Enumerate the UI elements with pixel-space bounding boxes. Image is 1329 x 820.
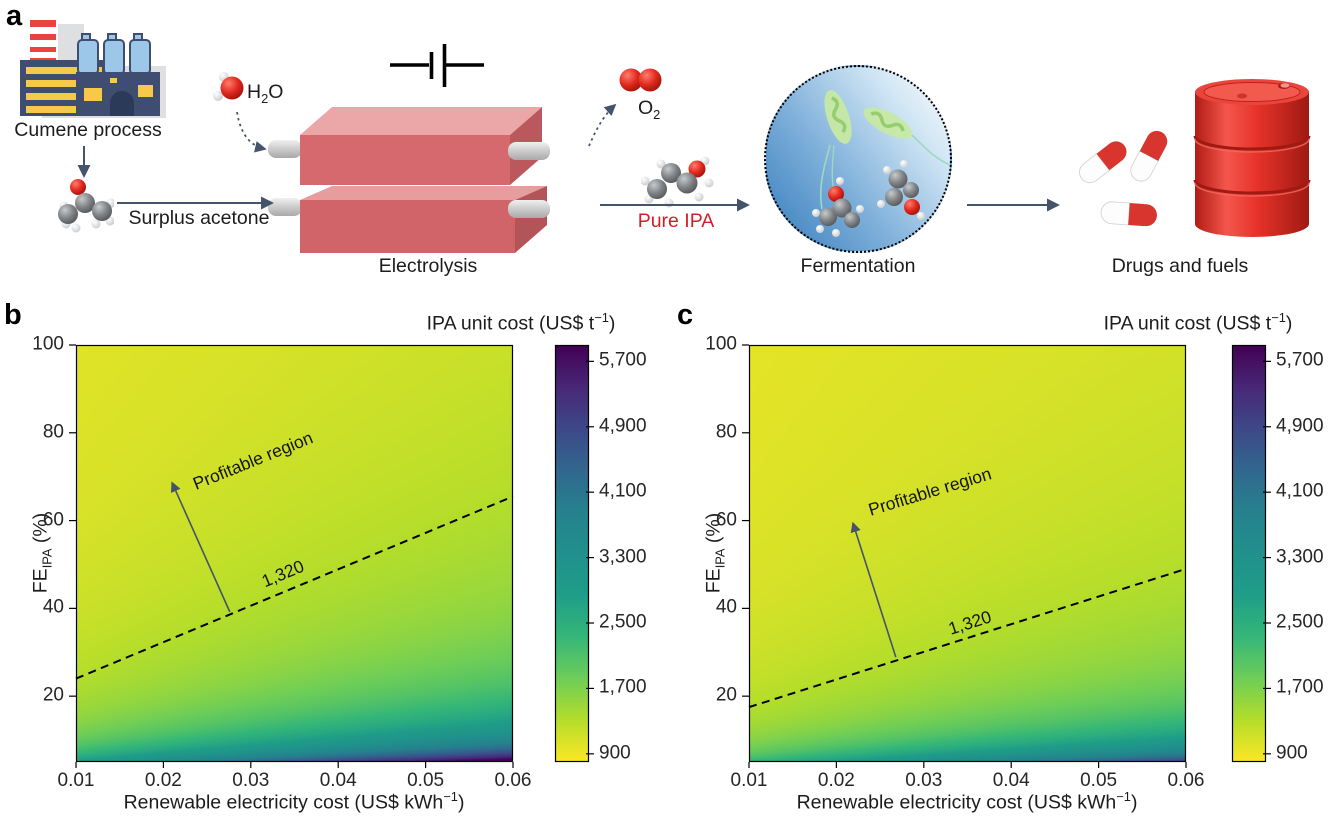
x-tick-label: 0.01: [57, 770, 95, 791]
o2-label: O2: [638, 97, 661, 122]
y-tick-label: 60: [715, 509, 737, 531]
o2-output-dashed-arrow: [588, 103, 617, 147]
colorbar-canvas-c: [1232, 345, 1266, 762]
x-tick-label: 0.04: [992, 770, 1030, 791]
x-tick-label: 0.03: [232, 770, 270, 791]
y-tick-label: 20: [715, 684, 737, 706]
y-tick-label: 80: [42, 421, 64, 443]
colorbar-tick-label: 2,500: [599, 611, 647, 633]
x-axis-label-c: Renewable electricity cost (US$ kWh−1): [796, 789, 1138, 814]
bacteria-and-molecules-icon: [812, 90, 951, 237]
x-tick-label: 0.05: [1080, 770, 1118, 791]
colorbar-tick-label: 3,300: [1276, 546, 1324, 568]
heatmap-canvas-c: [749, 345, 1186, 762]
x-tick-label: 0.03: [905, 770, 943, 791]
x-tick-label: 0.06: [494, 770, 532, 791]
colorbar-tick-label: 4,900: [599, 415, 647, 437]
colorbar-tick-label: 900: [1276, 742, 1308, 764]
x-tick-label: 0.06: [1167, 770, 1205, 791]
y-tick-label: 40: [715, 596, 737, 618]
y-tick-label: 100: [705, 333, 737, 355]
x-tick-label: 0.04: [319, 770, 357, 791]
electrolyzer-icon: [268, 107, 550, 253]
y-tick-label: 80: [715, 421, 737, 443]
h2o-label: H2O: [247, 81, 284, 106]
y-tick-label: 100: [32, 333, 64, 355]
colorbar-tick-label: 5,700: [599, 349, 647, 371]
y-tick-label: 60: [42, 509, 64, 531]
water-molecule-icon: [213, 72, 244, 101]
panel-c-label: c: [677, 299, 694, 331]
cumene-process-label: Cumene process: [14, 119, 162, 141]
colorbar-tick-label: 4,900: [1276, 415, 1324, 437]
y-tick-label: 40: [42, 596, 64, 618]
bacterium-icon: [863, 107, 913, 139]
colorbar-tick-label: 4,100: [1276, 480, 1324, 502]
y-tick-label: 20: [42, 684, 64, 706]
fuel-barrel-icon: [1193, 79, 1311, 237]
factory-icon: [20, 20, 166, 118]
panel-a-label: a: [6, 0, 23, 32]
colorbar-tick-label: 2,500: [1276, 611, 1324, 633]
x-tick-label: 0.05: [407, 770, 445, 791]
ipa-molecule-icon: [877, 160, 925, 220]
heatmap-canvas-b: [76, 345, 513, 762]
pure-ipa-label: Pure IPA: [637, 210, 715, 232]
x-axis-label-b: Renewable electricity cost (US$ kWh−1): [123, 789, 465, 814]
colorbar-tick-label: 900: [599, 742, 631, 764]
colorbar-tick-label: 1,700: [599, 676, 647, 698]
colorbar-tick-label: 3,300: [599, 546, 647, 568]
colorbar-title-c: IPA unit cost (US$ t−1): [1103, 310, 1293, 335]
bacterium-icon: [824, 90, 852, 144]
ipa-molecule-icon: [812, 177, 864, 237]
surplus-acetone-label: Surplus acetone: [128, 207, 270, 229]
colorbar-canvas-b: [555, 345, 589, 762]
x-tick-label: 0.02: [144, 770, 182, 791]
h2o-input-dashed-arrow: [236, 111, 267, 153]
battery-icon: [390, 44, 484, 87]
drugs-and-fuels-label: Drugs and fuels: [1111, 255, 1249, 277]
fermentation-label: Fermentation: [800, 255, 916, 277]
panel-b-label: b: [4, 299, 22, 331]
colorbar-tick-label: 4,100: [599, 480, 647, 502]
fermentation-bioreactor-icon: [764, 65, 952, 253]
x-tick-label: 0.01: [730, 770, 768, 791]
pills-icon: [1079, 131, 1168, 227]
x-tick-label: 0.02: [817, 770, 855, 791]
ipa-molecule-icon: [641, 156, 714, 208]
electrolysis-label: Electrolysis: [378, 255, 478, 277]
colorbar-title-b: IPA unit cost (US$ t−1): [426, 310, 616, 335]
acetone-molecule-icon: [58, 179, 114, 233]
colorbar-tick-label: 1,700: [1276, 676, 1324, 698]
storage-tanks-icon: [77, 33, 151, 75]
oxygen-molecule-icon: [619, 68, 662, 92]
colorbar-tick-label: 5,700: [1276, 349, 1324, 371]
